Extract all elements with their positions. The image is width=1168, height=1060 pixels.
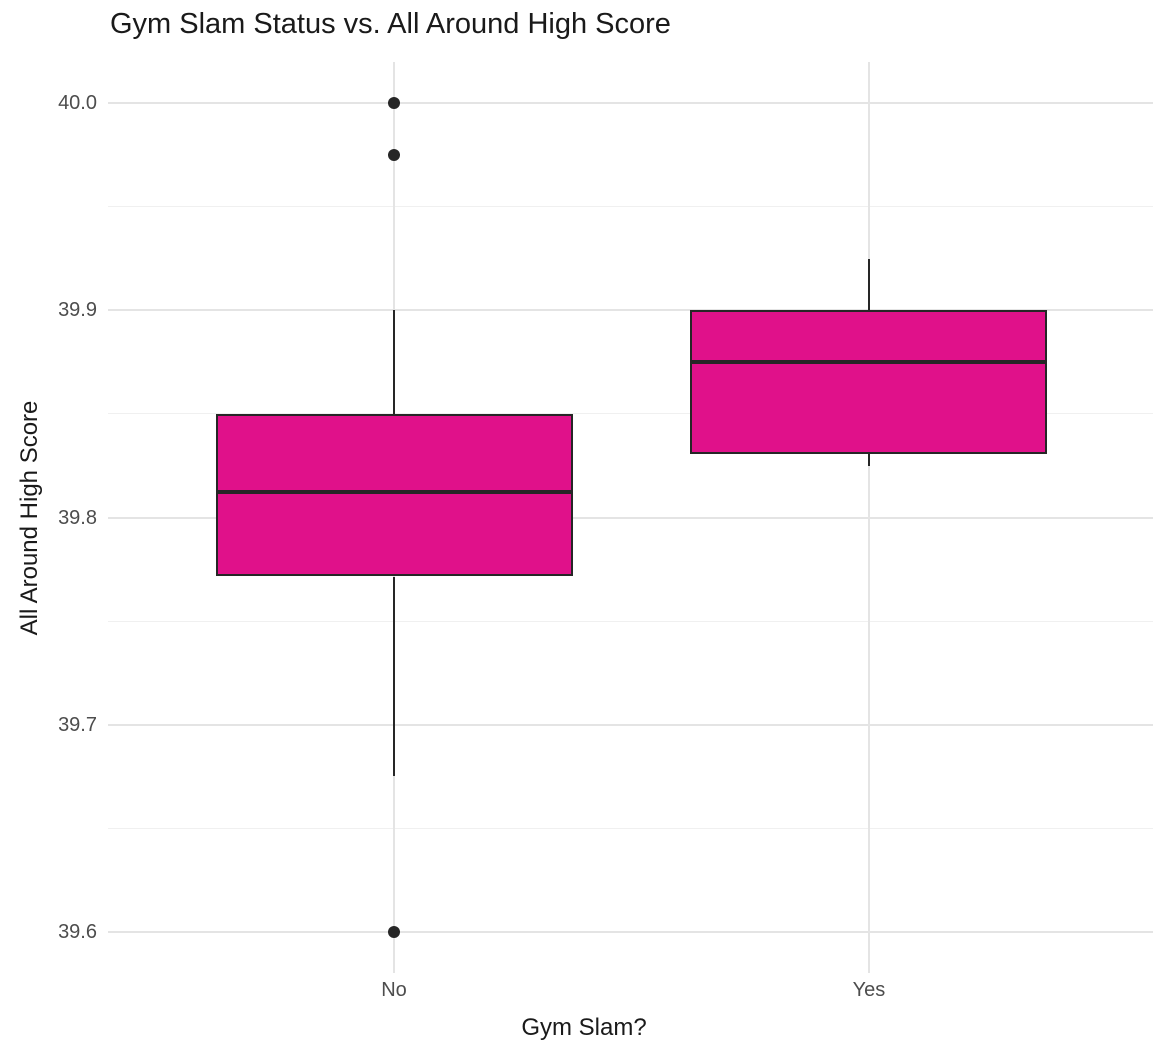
whisker-upper bbox=[393, 310, 396, 414]
outlier-point bbox=[388, 149, 401, 162]
y-gridline-major bbox=[108, 516, 1153, 519]
y-gridline-major bbox=[108, 930, 1153, 933]
x-gridline-major bbox=[867, 62, 870, 973]
box-yes bbox=[690, 310, 1048, 455]
y-gridline-major bbox=[108, 102, 1153, 105]
y-gridline-minor bbox=[108, 413, 1153, 415]
outlier-point bbox=[388, 925, 401, 938]
y-gridline-minor bbox=[108, 206, 1153, 208]
boxplot-panel bbox=[108, 62, 1153, 973]
median-line bbox=[217, 489, 571, 494]
y-tick-label: 39.7 bbox=[58, 713, 97, 736]
outlier-point bbox=[388, 97, 401, 110]
y-tick-label: 39.8 bbox=[58, 506, 97, 529]
box-no bbox=[215, 413, 573, 577]
y-tick-label: 39.6 bbox=[58, 920, 97, 943]
y-tick-label: 40.0 bbox=[58, 92, 97, 115]
y-gridline-minor bbox=[108, 827, 1153, 829]
x-tick-label: No bbox=[381, 979, 407, 1001]
y-tick-label: 39.9 bbox=[58, 299, 97, 322]
y-gridline-minor bbox=[108, 620, 1153, 622]
x-tick-label: Yes bbox=[852, 979, 886, 1001]
whisker-upper bbox=[867, 258, 870, 311]
y-gridline-major bbox=[108, 309, 1153, 312]
whisker-lower bbox=[393, 576, 396, 777]
chart-title: Gym Slam Status vs. All Around High Scor… bbox=[110, 8, 671, 40]
whisker-lower bbox=[867, 454, 870, 466]
y-gridline-major bbox=[108, 723, 1153, 726]
x-axis-title: Gym Slam? bbox=[521, 1014, 647, 1041]
median-line bbox=[692, 360, 1046, 365]
